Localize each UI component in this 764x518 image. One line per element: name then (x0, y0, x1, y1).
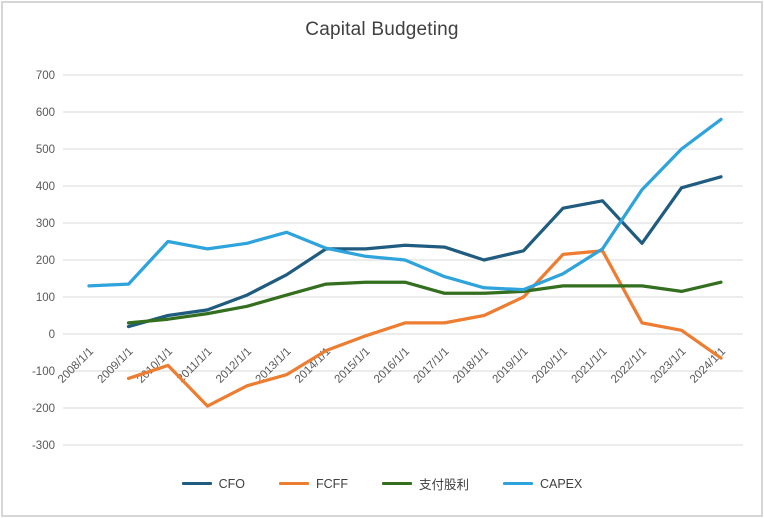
y-tick-label: -200 (32, 403, 55, 415)
chart-title: Capital Budgeting (305, 19, 459, 40)
y-tick-label: 500 (36, 144, 55, 156)
y-tick-label: 200 (36, 255, 55, 267)
y-tick-label: 100 (36, 292, 55, 304)
legend-item-cfo: CFO (181, 476, 246, 491)
series-line-fcff (126, 249, 723, 408)
x-tick-label: 2019/1/1 (490, 346, 530, 386)
y-tick-label: -100 (32, 366, 55, 378)
y-tick-label: 400 (36, 181, 55, 193)
x-tick-label: 2018/1/1 (451, 346, 491, 386)
x-axis-labels: 2008/1/1 2009/1/1 2010/1/1 2011/1/1 2012/1/1… (56, 346, 728, 386)
legend: CFO FCFF 支付股利 CAPEX (3, 474, 761, 493)
y-tick-label: -300 (32, 440, 55, 452)
legend-label: CFO (218, 476, 246, 491)
legend-swatch (279, 481, 310, 486)
y-tick-label: 0 (49, 329, 55, 341)
legend-swatch (502, 481, 533, 486)
x-tick-label: 2020/1/1 (530, 346, 570, 386)
legend-label: CAPEX (539, 476, 583, 491)
x-tick-label: 2008/1/1 (56, 346, 96, 386)
x-tick-label: 2021/1/1 (569, 346, 609, 386)
series-line-capex (87, 117, 723, 292)
x-tick-label: 2023/1/1 (648, 346, 688, 386)
y-tick-label: 600 (36, 107, 55, 119)
x-tick-label: 2016/1/1 (372, 346, 412, 386)
plot-area: 700 600 500 400 300 200 100 0 -100 -200 -300 2008/1… (32, 70, 743, 452)
legend-swatch (181, 481, 212, 486)
x-tick-label: 2022/1/1 (609, 346, 649, 386)
legend-label: 支付股利 (418, 478, 469, 492)
y-axis-labels: 700 600 500 400 300 200 100 0 -100 -200 -300 (32, 70, 55, 452)
legend-item-fcff: FCFF (279, 477, 348, 491)
series-line-支付股利 (126, 280, 723, 325)
gridlines (63, 74, 743, 446)
series-lines (87, 117, 723, 408)
y-tick-label: 300 (36, 218, 55, 230)
legend-item-capex: CAPEX (502, 476, 583, 491)
legend-item-支付股利: 支付股利 (381, 474, 469, 493)
x-tick-label: 2015/1/1 (332, 346, 372, 386)
legend-label: FCFF (316, 476, 348, 491)
x-tick-label: 2024/1/1 (688, 346, 728, 386)
y-tick-label: 700 (36, 70, 55, 82)
x-tick-label: 2017/1/1 (411, 346, 451, 386)
x-tick-label: 2009/1/1 (95, 346, 135, 386)
legend-swatch (381, 481, 412, 486)
x-tick-label: 2012/1/1 (214, 346, 254, 386)
